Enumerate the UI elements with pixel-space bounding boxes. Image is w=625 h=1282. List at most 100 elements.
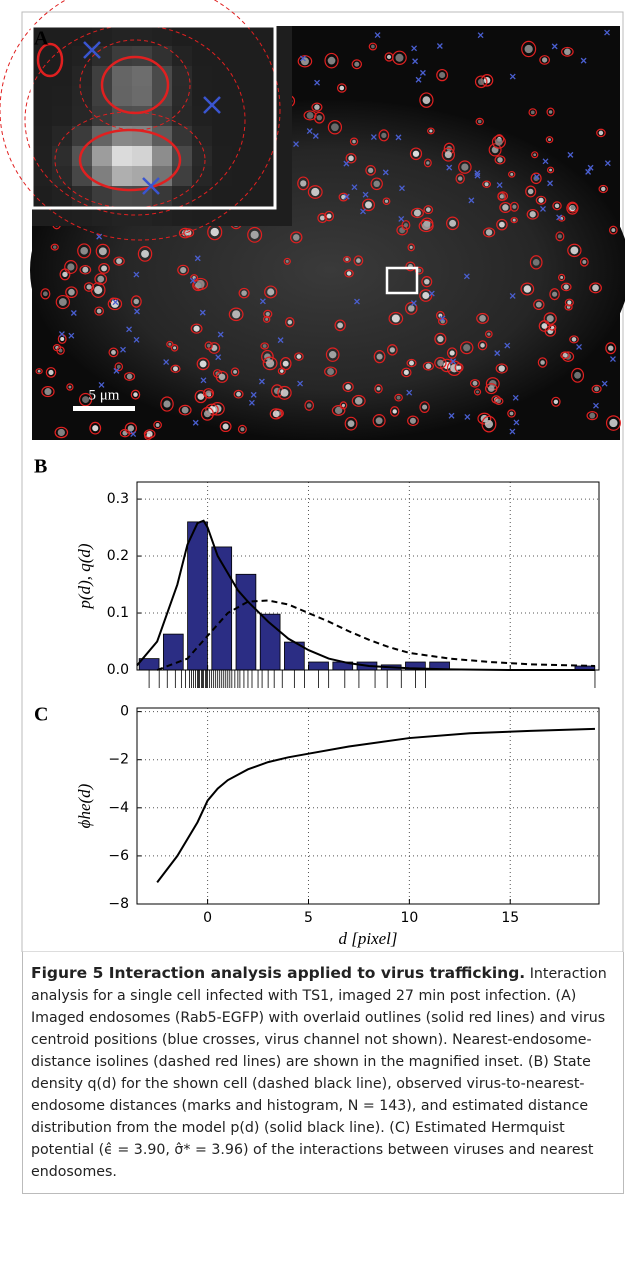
endosome <box>497 157 503 163</box>
y-axis-label: p(d), q(d) <box>75 543 94 609</box>
endosome-outline <box>394 393 403 402</box>
endosome-outline <box>549 288 560 301</box>
inset-pixel <box>232 146 252 166</box>
endosome <box>282 360 289 367</box>
inset-pixel <box>232 186 252 206</box>
endosome-outline <box>569 335 579 344</box>
endosome <box>306 403 312 408</box>
endosome-outline <box>361 198 376 212</box>
endosome <box>331 123 339 132</box>
endosome <box>327 368 335 376</box>
endosome <box>444 151 452 159</box>
endosome <box>180 266 187 274</box>
inset-pixel <box>32 86 52 106</box>
endosome <box>488 385 495 392</box>
endosome-outline <box>342 381 354 393</box>
endosome-outline <box>528 108 538 117</box>
inset-pixel <box>192 66 212 86</box>
endosome <box>373 180 380 188</box>
endosome-outline <box>55 294 71 310</box>
inset-pixel <box>272 26 292 46</box>
virus-cross <box>410 300 417 307</box>
endosome <box>554 203 560 209</box>
virus-cross <box>70 310 77 316</box>
endosome-outline <box>190 274 199 282</box>
endosome-outline <box>459 341 474 355</box>
endosome-outline <box>423 205 434 215</box>
endosome-outline <box>567 202 579 213</box>
inset-border <box>30 24 277 210</box>
endosome-outline <box>351 394 366 407</box>
endosome <box>570 205 576 211</box>
endosome <box>571 337 577 342</box>
virus-cross <box>587 164 594 171</box>
endosome <box>546 315 554 323</box>
endosome-outline <box>307 185 323 199</box>
endosome-outline <box>365 165 376 176</box>
endosome-outline <box>107 297 123 311</box>
endosome <box>557 234 562 239</box>
inset-pixel <box>52 26 72 46</box>
endosome <box>392 409 397 414</box>
endosome-outline <box>130 295 142 308</box>
endosome-outline <box>262 315 271 323</box>
endosome <box>439 72 446 79</box>
endosome-outline <box>77 243 92 259</box>
endosome <box>347 420 355 428</box>
virus-cross <box>464 413 471 420</box>
endosome <box>421 221 431 231</box>
endosome-outline <box>59 268 71 281</box>
endosome <box>210 227 219 237</box>
endosome-outline <box>334 319 346 332</box>
endosome-outline <box>263 309 273 319</box>
virus-cross <box>259 298 266 305</box>
inset-pixel <box>232 166 252 186</box>
inset-pixel <box>252 26 272 46</box>
endosome <box>532 258 540 266</box>
endosome <box>391 314 400 323</box>
endosome-outline <box>446 216 460 231</box>
endosome <box>345 384 351 390</box>
virus-cross <box>604 29 610 36</box>
endosome-outline <box>488 143 502 157</box>
virus-cross <box>113 367 120 374</box>
endosome-outline <box>423 158 432 168</box>
inset-pixel <box>52 166 72 186</box>
endosome-outline <box>579 257 589 267</box>
bar <box>308 661 329 671</box>
inset-pixel <box>72 86 92 106</box>
inset-pixel <box>72 206 92 226</box>
endosome <box>512 204 517 209</box>
virus-cross <box>428 290 435 297</box>
endosome <box>429 129 433 133</box>
zoom-box <box>385 266 419 295</box>
inset-pixel <box>272 46 292 66</box>
inset-pixel <box>132 146 152 166</box>
endosome <box>240 427 245 432</box>
endosome <box>611 228 616 233</box>
inset-pixel <box>192 126 212 146</box>
inset-pixel <box>272 186 292 206</box>
endosome <box>126 373 133 380</box>
virus-cross <box>509 73 516 80</box>
inset-pixel <box>132 46 152 66</box>
endosome-outline <box>419 401 430 414</box>
inset-pixel <box>252 186 272 206</box>
inset-pixel <box>232 206 252 226</box>
virus-cross <box>542 158 549 165</box>
endosome-outline <box>591 384 602 394</box>
inset-pixel <box>52 146 72 166</box>
virus-cross <box>494 350 501 357</box>
endosome-outline <box>228 307 244 322</box>
virus-cross <box>533 173 540 180</box>
virus-cross <box>314 79 321 86</box>
endosome <box>80 247 88 255</box>
endosome-outline <box>545 136 554 144</box>
endosome <box>62 271 68 278</box>
endosome <box>499 194 504 199</box>
virus-cross <box>250 391 257 398</box>
endosome <box>399 227 406 234</box>
endosome <box>265 311 270 317</box>
endosome <box>409 360 414 366</box>
inset-pixel <box>32 206 52 226</box>
